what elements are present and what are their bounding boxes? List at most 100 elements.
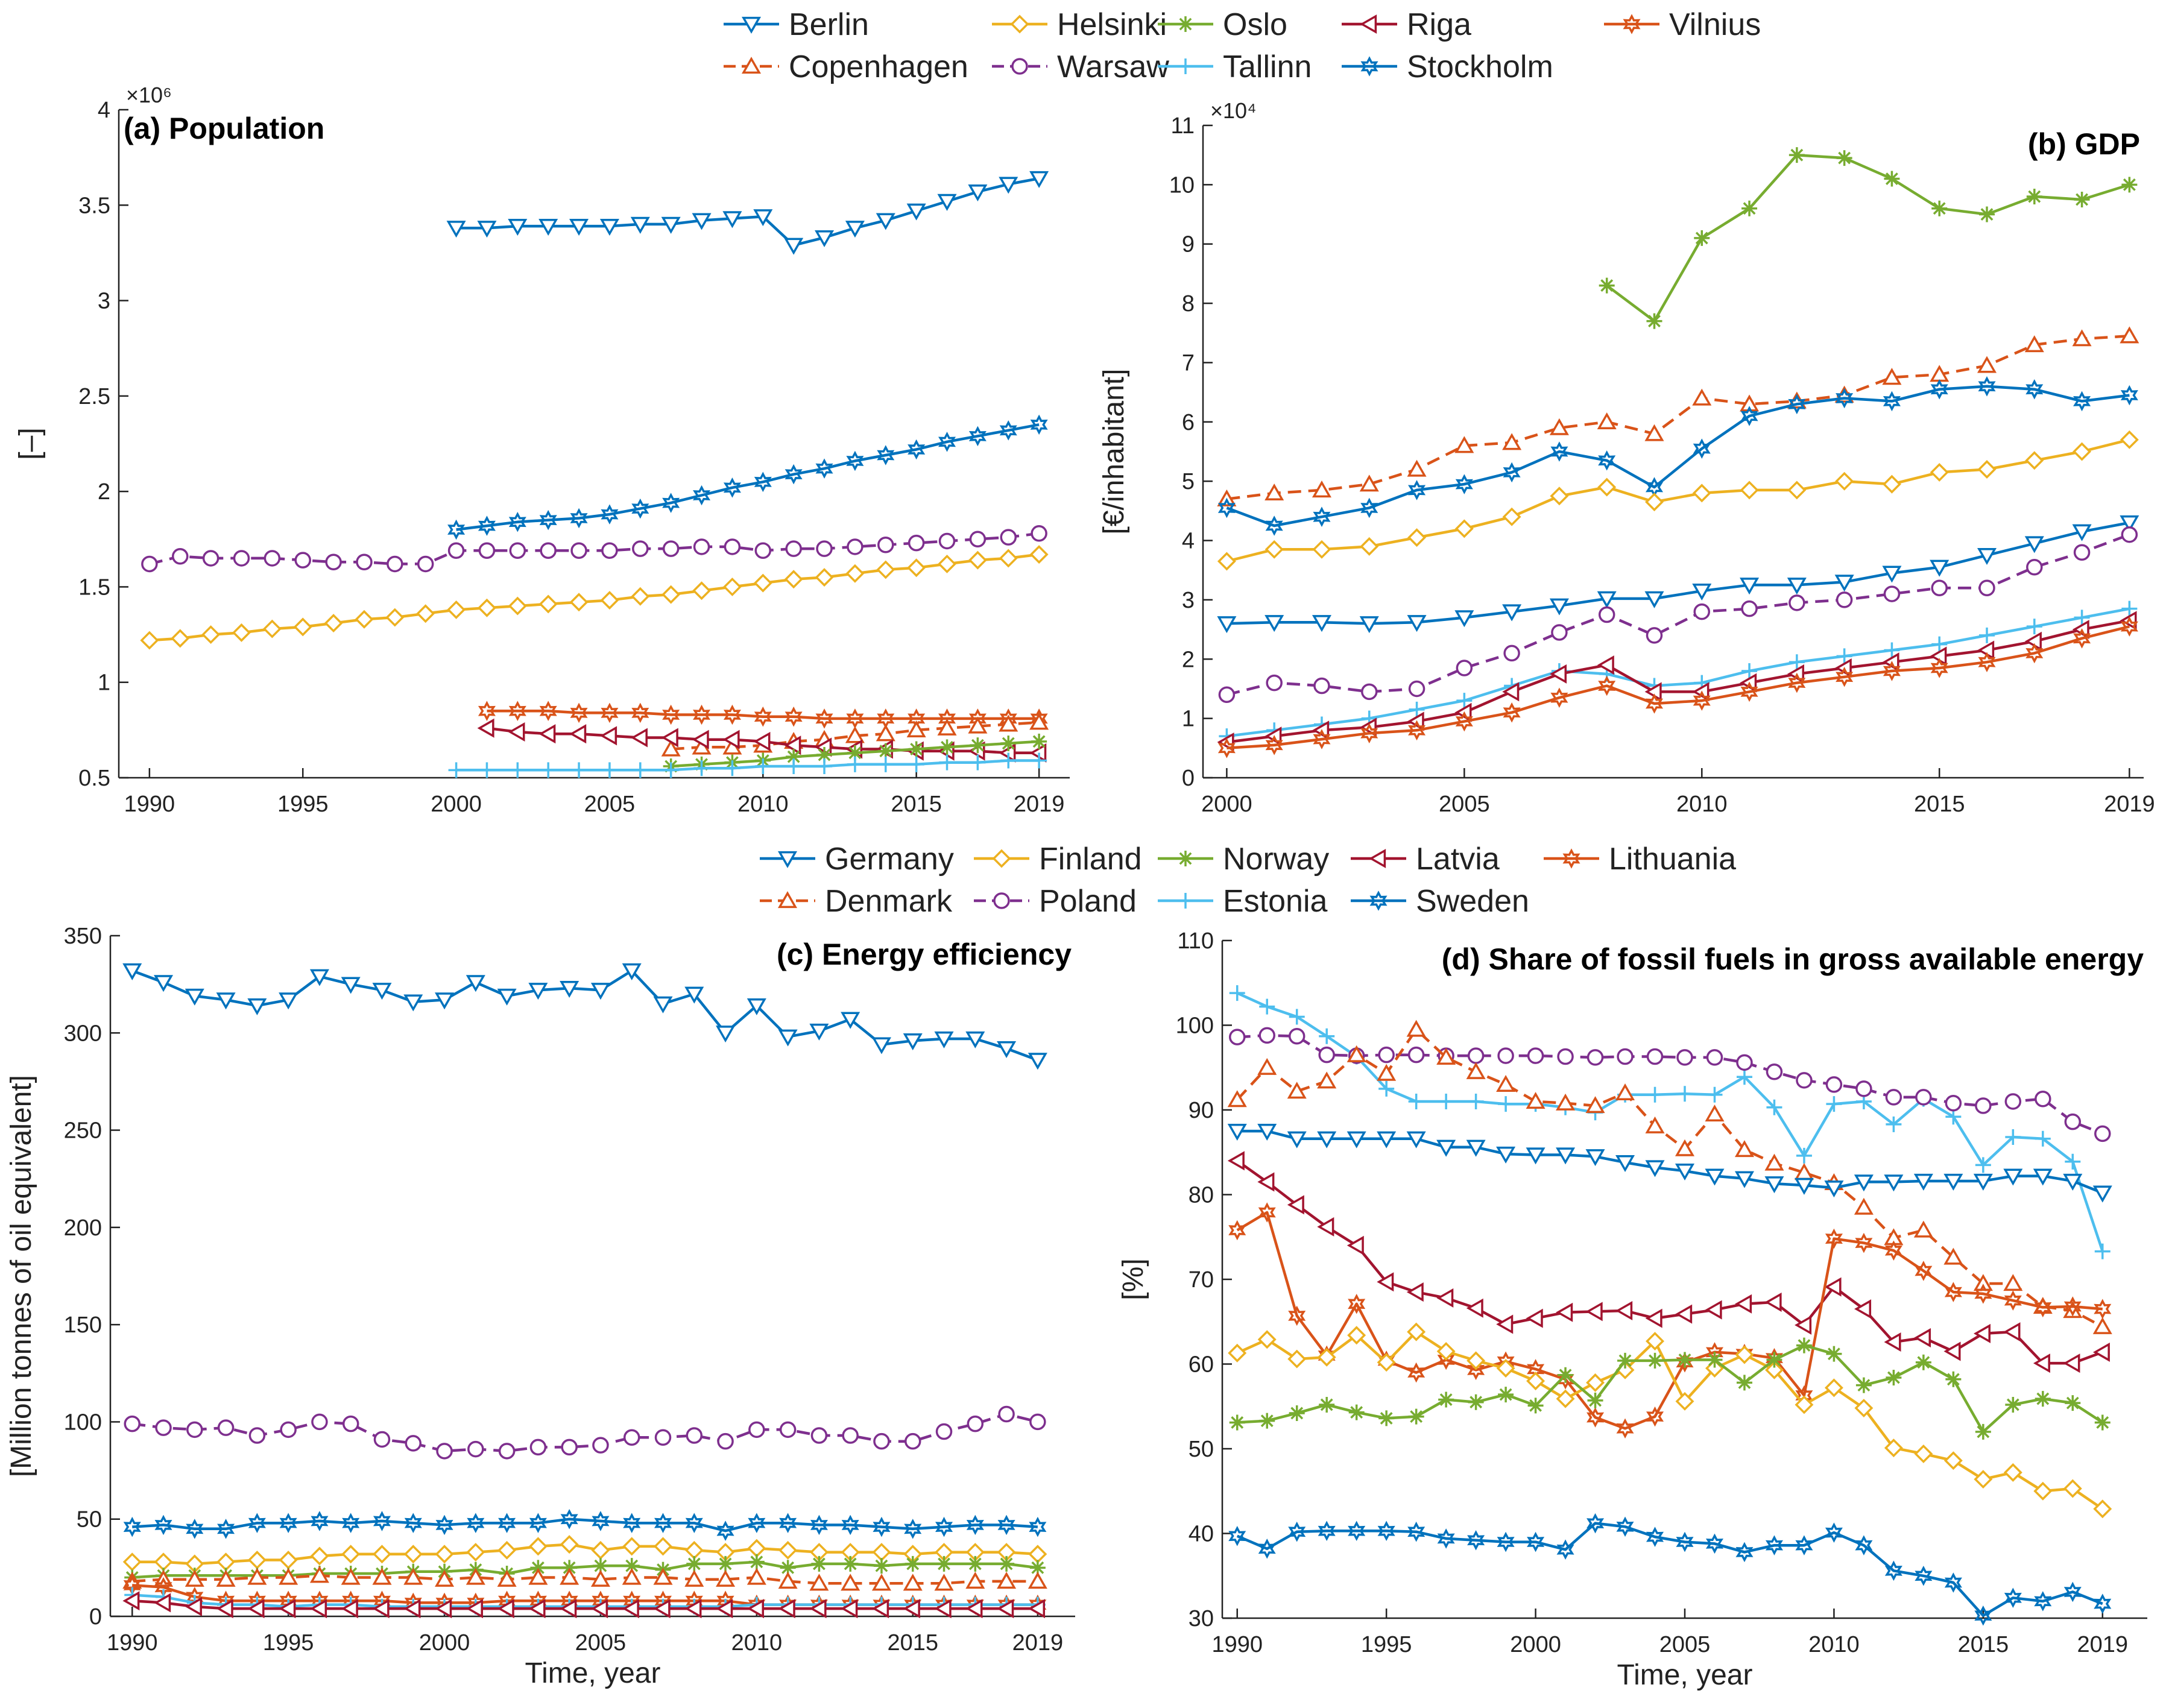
data-point (154, 1593, 171, 1613)
data-point (1617, 1048, 1634, 1065)
data-point (1031, 752, 1047, 769)
data-point (2073, 391, 2091, 412)
x-tick-label: 2005 (1659, 1632, 1711, 1657)
data-point (1676, 1352, 1694, 1373)
data-point (622, 1537, 642, 1556)
data-point (778, 1572, 798, 1589)
x-axis-label: Time, year (525, 1657, 661, 1689)
x-tick-label: 2015 (891, 792, 942, 817)
data-point (1378, 1046, 1395, 1064)
legend-item-poland: Poland (974, 884, 1137, 919)
data-point (185, 988, 204, 1006)
legend-label: Estonia (1223, 884, 1328, 919)
data-point (754, 471, 772, 493)
data-point (2094, 1593, 2112, 1614)
data-point (1377, 1520, 1395, 1542)
data-point (841, 1514, 859, 1536)
legend-marker (992, 849, 1011, 868)
data-point (778, 1599, 795, 1619)
y-tick-label: 110 (1177, 928, 1214, 954)
series-line (132, 1543, 1038, 1566)
series-line (131, 969, 1038, 1062)
series-line (132, 1574, 1038, 1585)
data-point (560, 1508, 578, 1530)
data-point (342, 1513, 360, 1533)
data-point (1943, 1247, 1963, 1265)
data-point (2120, 430, 2139, 449)
data-point (938, 554, 956, 573)
data-point (1319, 1028, 1335, 1044)
data-point (1978, 652, 1996, 672)
data-point (2026, 619, 2042, 635)
data-point (1740, 578, 1760, 595)
data-point (1347, 1131, 1366, 1149)
data-point (847, 745, 863, 761)
data-point (904, 1432, 921, 1450)
data-point (1693, 603, 1711, 620)
data-point (1598, 450, 1616, 471)
data-point (1437, 1528, 1455, 1549)
data-point (662, 540, 680, 557)
data-point (1228, 1525, 1246, 1546)
data-point (1454, 436, 1474, 453)
data-point (1789, 654, 1805, 670)
data-point (1884, 642, 1900, 658)
y-tick-label: 6 (1182, 410, 1195, 435)
data-point (600, 591, 619, 610)
series-line (149, 532, 1040, 566)
data-point (661, 739, 681, 757)
data-point (630, 728, 648, 748)
axis-exponent-label: ×10⁴ (1210, 98, 1257, 123)
data-point (903, 1599, 920, 1619)
data-point (2121, 600, 2138, 617)
data-point (748, 1554, 765, 1570)
y-axis-label: [€/inhabitant] (1098, 369, 1130, 535)
data-point (661, 585, 681, 604)
data-point (1675, 1139, 1695, 1156)
data-point (2094, 1299, 2112, 1319)
y-tick-label: 3.5 (78, 193, 110, 218)
y-tick-label: 50 (77, 1507, 102, 1533)
x-tick-label: 2019 (1012, 1630, 1064, 1656)
legend-marker (1360, 56, 1378, 77)
data-point (663, 762, 679, 778)
data-point (592, 1511, 610, 1531)
data-point (967, 1415, 984, 1432)
data-point (753, 209, 773, 227)
data-point (967, 1555, 983, 1572)
data-point (937, 194, 957, 211)
data-point (722, 211, 742, 228)
data-point (1028, 1545, 1047, 1564)
data-point (2072, 329, 2092, 347)
legend-marker (1360, 14, 1377, 34)
data-point (1979, 206, 1995, 222)
series-sweden (1228, 1513, 2112, 1626)
data-point (2004, 1587, 2022, 1609)
legend-item-oslo: Oslo (1158, 7, 1287, 42)
data-point (1377, 1353, 1396, 1372)
data-point (653, 1599, 671, 1619)
data-point (624, 1558, 640, 1574)
data-point (1788, 672, 1806, 693)
x-tick-label: 1995 (277, 792, 329, 817)
data-point (1359, 616, 1379, 634)
data-point (970, 754, 986, 770)
data-point (747, 1599, 764, 1619)
data-point (1217, 497, 1236, 518)
data-point (2034, 1591, 2052, 1612)
data-point (1031, 733, 1047, 749)
data-point (1348, 1293, 1366, 1314)
data-point (2063, 1581, 2082, 1602)
data-point (938, 432, 956, 452)
data-point (2005, 1396, 2021, 1413)
data-point (1436, 1139, 1456, 1157)
data-point (341, 1545, 361, 1564)
data-point (1288, 1028, 1306, 1045)
data-point (1502, 433, 1522, 450)
data-point (1787, 578, 1807, 595)
data-point (216, 1599, 233, 1619)
legend-marker (1178, 58, 1193, 74)
data-point (1644, 424, 1664, 441)
data-point (622, 1568, 642, 1585)
data-point (591, 1540, 610, 1560)
